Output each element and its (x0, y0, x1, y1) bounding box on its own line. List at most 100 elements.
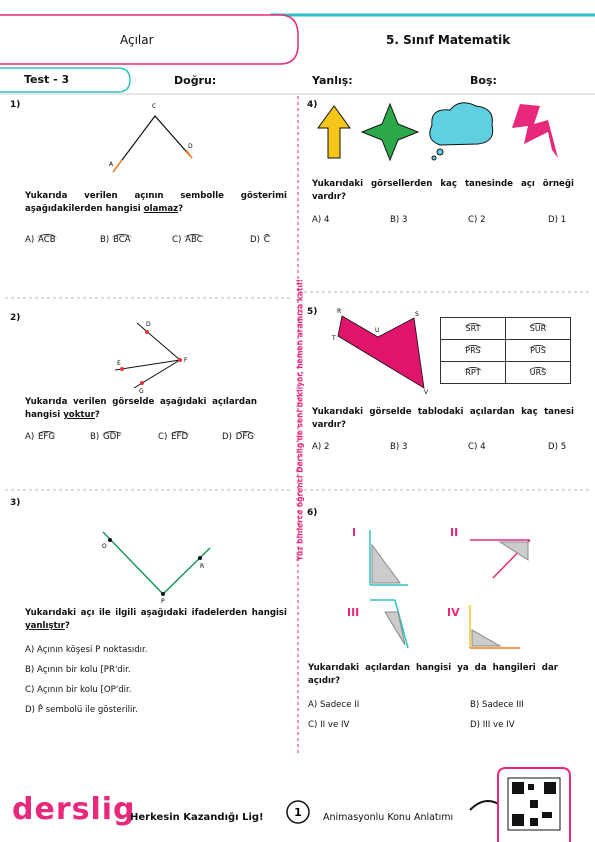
option: D) C (250, 234, 271, 245)
figure-label: II (450, 526, 458, 539)
option-text: 5 (560, 442, 567, 452)
option: D) III ve IV (470, 720, 515, 730)
question-number: 1) (10, 100, 21, 110)
question-number: 6) (307, 508, 318, 518)
cell: PRS (464, 345, 482, 355)
option: C) Açının bir kolu [OP'dir. (25, 685, 132, 695)
point-label: V (424, 389, 429, 396)
cell: URS (528, 367, 548, 377)
option-text: EFG (36, 431, 57, 442)
point-label: R (337, 308, 341, 315)
option: D) 5 (548, 442, 566, 452)
text-part: yoktur (63, 410, 95, 420)
angle-table: SRT SUR PRS PUS RPT URS (440, 317, 571, 384)
point-label: D (146, 321, 151, 328)
question-number: 5) (307, 307, 318, 317)
text-part: Yukarıdaki görselde tablodaki açılardan … (312, 407, 574, 430)
option-letter: C) (468, 215, 478, 225)
wrong-label: Yanlış: (312, 74, 353, 87)
option-letter: C) (468, 442, 478, 452)
test-label: Test - 3 (24, 73, 70, 86)
option-text: 3 (401, 215, 408, 225)
text-part: yanlıştır (25, 621, 65, 631)
subject: 5. Sınıf Matematik (386, 33, 511, 47)
cell: SRT (464, 323, 482, 333)
option: D) DFG (222, 431, 255, 442)
option: B) 3 (390, 215, 407, 225)
option: A) EFG (25, 431, 57, 442)
point-label: T (331, 335, 336, 342)
option-letter: D) (222, 432, 232, 442)
option: B) Açının bir kolu [PR'dir. (25, 665, 131, 675)
point-label: E (117, 360, 121, 367)
option: D) P̂ sembolü ile gösterilir. (25, 705, 138, 715)
text-part: Yukarıda verilen açının sembolle gösteri… (25, 191, 287, 214)
option: B) BCA (100, 234, 132, 245)
side-text: Yüz binlerce öğrenci Derslig'de seni bek… (295, 278, 305, 562)
option-text: 4 (480, 442, 486, 452)
option-text: ABC (184, 234, 204, 245)
logo: derslig (12, 792, 136, 827)
option: D) 1 (548, 215, 566, 225)
option: B) Sadece III (470, 700, 524, 710)
text-part: ? (64, 621, 70, 631)
point-label: D (188, 143, 193, 150)
text-part: Yukarıdaki görsellerden kaç tanesinde aç… (312, 179, 574, 202)
option: C) 4 (468, 442, 486, 452)
point-label: R (200, 563, 204, 570)
text-part: Yukarıdaki açı ile ilgili aşağıdaki ifad… (25, 608, 287, 618)
option-letter: D) (548, 442, 558, 452)
point-label: S (415, 311, 419, 318)
option: A) Açının köşesi P noktasıdır. (25, 645, 148, 655)
option-letter: A) (25, 645, 35, 655)
option-letter: C) (308, 720, 318, 730)
option-text: Açının bir kolu [OP'dir. (37, 685, 132, 695)
option-text: 2 (480, 215, 486, 225)
option-letter: C) (158, 432, 168, 442)
option-letter: A) (312, 442, 322, 452)
option-letter: D) (470, 720, 480, 730)
text-part: Yukarıda verilen görselde aşağıdaki açıl… (25, 397, 257, 420)
figure-label: III (347, 606, 359, 619)
option-letter: B) (470, 700, 480, 710)
question-text: Yukarıda verilen açının sembolle gösteri… (25, 190, 287, 216)
option-letter: C) (172, 235, 182, 245)
option-text: 4 (323, 215, 330, 225)
option-text: Açının köşesi P noktasıdır. (36, 645, 148, 655)
option-text: 3 (401, 442, 408, 452)
point-label: A (109, 161, 114, 168)
cell: SUR (528, 323, 548, 333)
option-letter: A) (25, 235, 35, 245)
option-text: 2 (323, 442, 330, 452)
option: C) 2 (468, 215, 486, 225)
question-text: Yukarıda verilen görselde aşağıdaki açıl… (25, 396, 257, 422)
page-number: 1 (294, 806, 302, 819)
option: B) 3 (390, 442, 407, 452)
cell: RPT (464, 367, 482, 377)
question-text: Yukarıdaki görsellerden kaç tanesinde aç… (312, 178, 574, 204)
option: A) 4 (312, 215, 329, 225)
text-part: ? (94, 410, 100, 420)
text-part: olamaz (143, 204, 179, 214)
option: C) ABC (172, 234, 204, 245)
option-text: Sadece III (481, 700, 524, 710)
option: C) EFD (158, 431, 190, 442)
option-letter: D) (25, 705, 35, 715)
point-label: G (139, 388, 144, 395)
option-letter: A) (312, 215, 322, 225)
link-text: Animasyonlu Konu Anlatımı (323, 812, 454, 823)
question-text: Yukarıdaki açı ile ilgili aşağıdaki ifad… (25, 607, 287, 633)
option-text: II ve IV (320, 720, 350, 730)
option-letter: A) (308, 700, 318, 710)
option-text: BCA (111, 234, 132, 245)
option: A) Sadece II (308, 700, 359, 710)
option-text: EFD (170, 431, 190, 442)
option: A) 2 (312, 442, 329, 452)
option-text: III ve IV (482, 720, 515, 730)
option-text: Açının bir kolu [PR'dir. (36, 665, 131, 675)
option-letter: D) (250, 235, 260, 245)
option-letter: C) (25, 685, 35, 695)
option-text: P̂ sembolü ile gösterilir. (37, 705, 138, 715)
text-part: Yukarıdaki açılardan hangisi ya da hangi… (308, 663, 558, 686)
